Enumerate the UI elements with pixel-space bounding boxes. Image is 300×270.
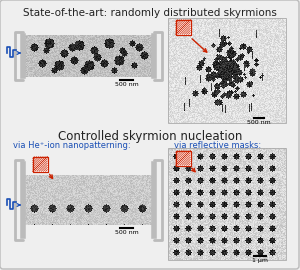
- Bar: [32, 157, 47, 171]
- Bar: [168, 148, 286, 260]
- Text: 500 nm: 500 nm: [115, 82, 138, 87]
- Text: 500 nm: 500 nm: [247, 120, 271, 125]
- Text: 1 μm: 1 μm: [252, 258, 268, 263]
- Bar: [176, 150, 190, 166]
- Text: State-of-the-art: randomly distributed skyrmions: State-of-the-art: randomly distributed s…: [23, 8, 277, 18]
- Bar: [176, 150, 190, 166]
- Text: Controlled skyrmion nucleation: Controlled skyrmion nucleation: [58, 130, 242, 143]
- Text: 500 nm: 500 nm: [115, 230, 138, 235]
- Bar: [176, 19, 190, 35]
- Bar: [176, 19, 190, 35]
- Text: via reflective masks:: via reflective masks:: [174, 141, 262, 150]
- Bar: [32, 157, 47, 171]
- Bar: [168, 18, 286, 123]
- Text: via He⁺-ion nanopatterning:: via He⁺-ion nanopatterning:: [13, 141, 131, 150]
